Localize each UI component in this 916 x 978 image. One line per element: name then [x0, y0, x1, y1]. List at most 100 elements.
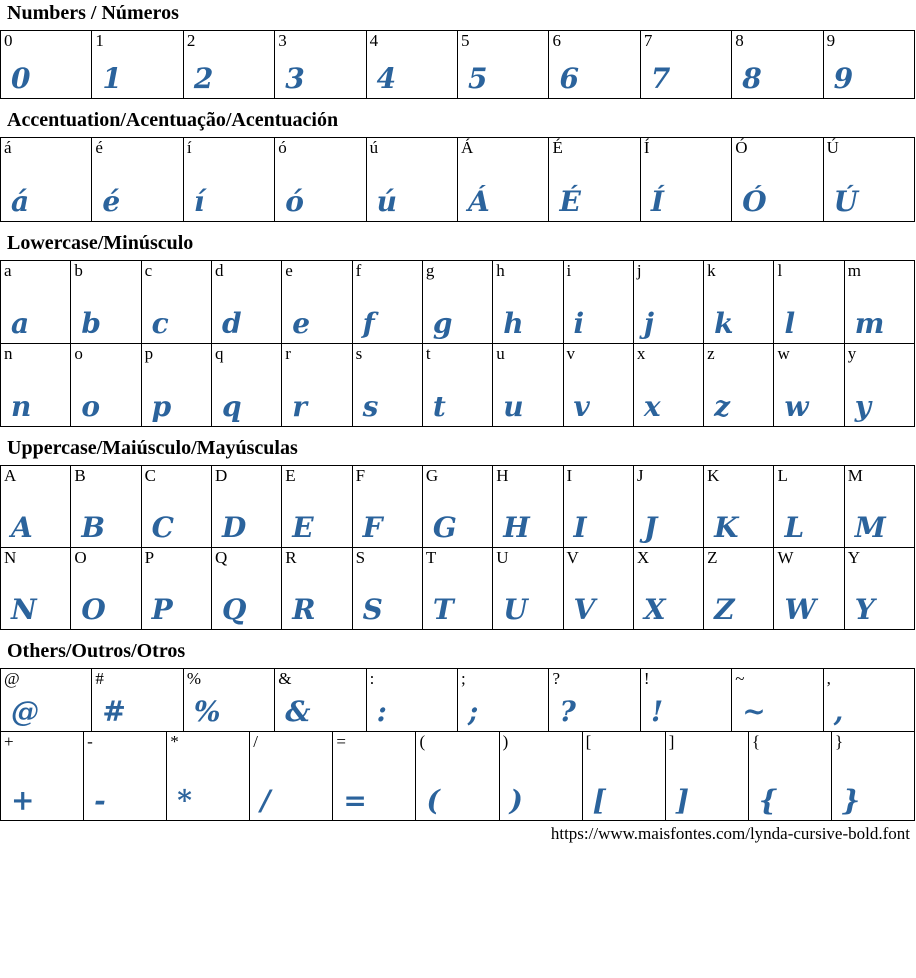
- char-glyph-cursive: á: [11, 185, 30, 218]
- char-label: P: [144, 548, 155, 567]
- char-glyph-cursive: Y: [854, 593, 875, 626]
- char-label: É: [552, 138, 563, 157]
- glyph-cell: * *: [167, 732, 251, 821]
- glyph-cell: ::: [366, 669, 459, 732]
- char-label: #: [95, 669, 104, 688]
- char-label: 4: [369, 31, 379, 50]
- glyph-cell: !!: [640, 669, 733, 732]
- char-glyph-cursive: ~: [742, 695, 766, 728]
- char-label: q: [214, 344, 224, 363]
- char-glyph-cursive: #: [102, 695, 126, 728]
- char-label: a: [4, 261, 12, 280]
- char-glyph-cursive: o: [81, 390, 100, 423]
- char-label: K: [707, 466, 720, 485]
- glyph-cell: + +: [1, 732, 85, 821]
- char-label: D: [214, 466, 228, 485]
- char-glyph-cursive: m: [854, 307, 885, 340]
- char-label: é: [95, 138, 103, 157]
- char-glyph-cursive: P: [151, 593, 173, 626]
- char-label: B: [74, 466, 86, 485]
- char-label: e: [285, 261, 293, 280]
- char-label: 5: [461, 31, 470, 50]
- char-glyph-cursive: L: [784, 511, 805, 544]
- char-glyph-cursive: D: [221, 511, 247, 544]
- char-glyph-cursive: O: [81, 593, 106, 626]
- glyph-cell: {{: [748, 732, 832, 821]
- char-label: á: [4, 138, 12, 157]
- char-glyph-cursive: F: [362, 511, 383, 544]
- char-glyph-cursive: T: [432, 593, 454, 626]
- char-glyph-cursive: Q: [221, 593, 247, 626]
- glyph-cell: [[: [582, 732, 666, 821]
- char-label: [: [585, 732, 592, 751]
- char-glyph-cursive: K: [714, 511, 739, 544]
- char-glyph-cursive: w: [784, 390, 809, 423]
- char-label: t: [425, 344, 431, 363]
- char-label: s: [355, 344, 363, 363]
- char-label: G: [425, 466, 439, 485]
- char-glyph-cursive: 8: [742, 62, 762, 95]
- char-glyph-cursive: *: [177, 784, 192, 817]
- char-label: u: [496, 344, 505, 363]
- char-glyph-cursive: J: [643, 511, 658, 544]
- char-label: Ú: [826, 138, 839, 157]
- char-glyph-cursive: e: [292, 307, 311, 340]
- char-glyph-cursive: 5: [468, 62, 488, 95]
- char-glyph-cursive: d: [221, 307, 242, 340]
- glyph-cell: @ @: [1, 669, 93, 732]
- char-label: ?: [552, 669, 560, 688]
- char-glyph-cursive: ?: [559, 695, 576, 728]
- char-glyph-cursive: @: [11, 695, 39, 728]
- char-label: -: [87, 732, 93, 751]
- char-label: r: [285, 344, 291, 363]
- char-label: :: [369, 669, 375, 688]
- glyph-cell: = =: [333, 732, 417, 821]
- char-glyph-cursive: í: [193, 185, 205, 218]
- section-title: Accentuation/Acentuação/Acentuación: [7, 109, 339, 131]
- char-label: Ó: [735, 138, 748, 157]
- char-glyph-cursive: r: [292, 390, 308, 423]
- char-label: Z: [707, 548, 718, 567]
- char-label: 8: [735, 31, 744, 50]
- char-glyph-cursive: (: [426, 784, 440, 817]
- section-title: Lowercase/Minúsculo: [7, 232, 194, 254]
- char-glyph-cursive: 9: [833, 62, 854, 95]
- char-glyph-cursive: t: [432, 390, 446, 423]
- char-label: 1: [95, 31, 104, 50]
- section-title: Numbers / Números: [7, 2, 179, 24]
- char-label: 7: [643, 31, 653, 50]
- char-label: l: [777, 261, 783, 280]
- glyph-cell: / /: [250, 732, 334, 821]
- char-label: b: [74, 261, 83, 280]
- char-glyph-cursive: Ó: [742, 185, 767, 218]
- char-glyph-cursive: 7: [650, 62, 671, 95]
- char-glyph-cursive: E: [292, 511, 314, 544]
- glyph-table: @ @ # #%% & &::;;??!! ~ ~,, + + - - * * / / = =(())[[]]{{…: [0, 668, 916, 821]
- char-label: =: [336, 732, 346, 751]
